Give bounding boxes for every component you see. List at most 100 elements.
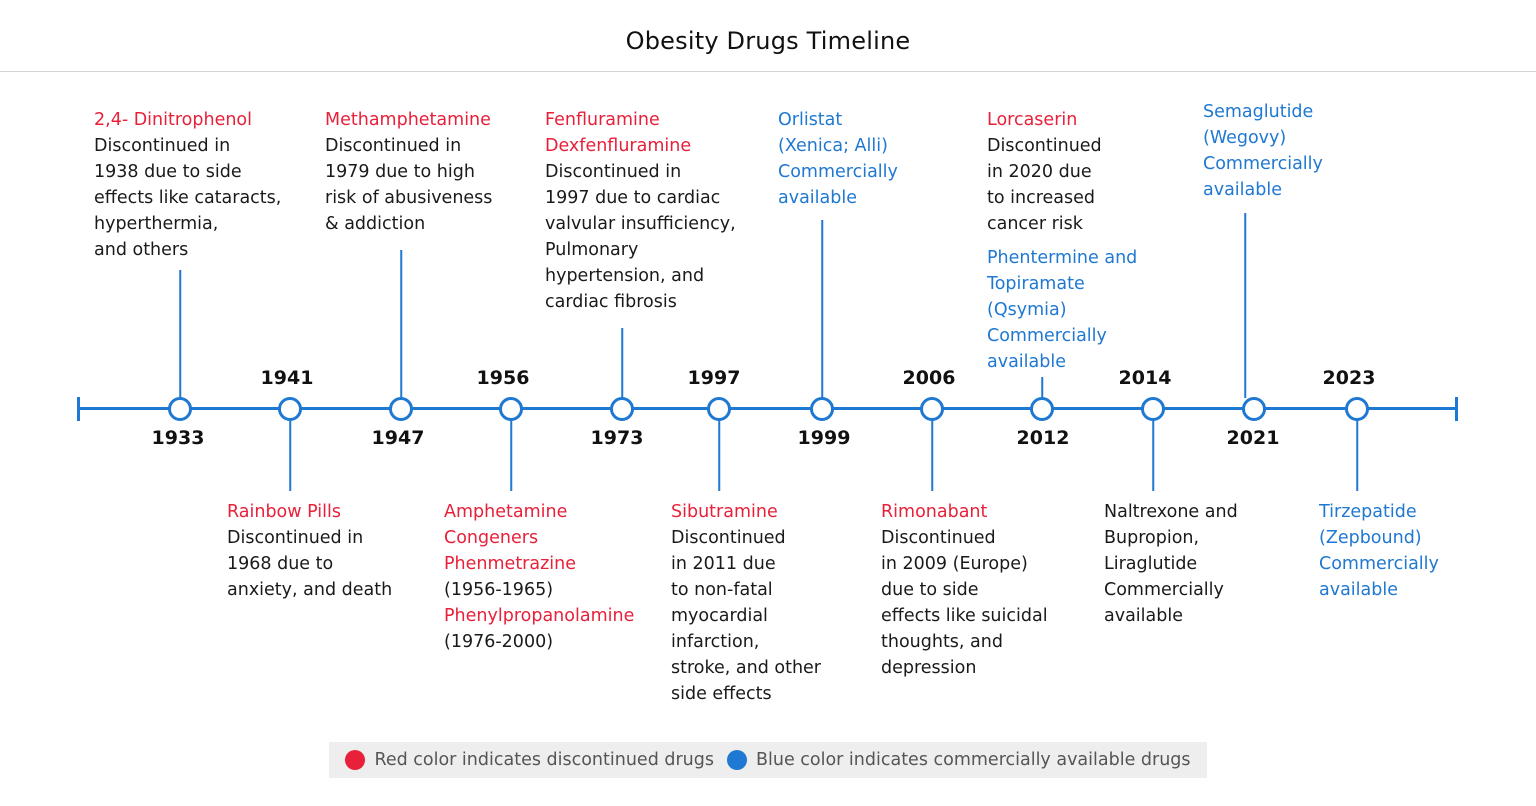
timeline-node-1999 — [810, 397, 834, 421]
event-line: 2,4- Dinitrophenol — [94, 110, 253, 130]
connector-2023 — [1356, 418, 1358, 491]
page-title: Obesity Drugs Timeline — [625, 27, 911, 55]
event-2014: Naltrexone and Bupropion, Liraglutide Comme… — [1104, 499, 1238, 629]
event-line: Commercially — [1104, 580, 1224, 600]
event-line: & addiction — [325, 214, 426, 234]
event-1947: Methamphetamine Discontinued in 1979 due t… — [325, 107, 492, 237]
event-line: Semaglutide — [1203, 102, 1314, 122]
event-line: Commercially — [1203, 154, 1323, 174]
year-label-1999: 1999 — [797, 427, 851, 449]
event-line: hypertension, and — [545, 266, 705, 286]
event-line: available — [1319, 580, 1398, 600]
event-line: cancer risk — [987, 214, 1083, 234]
event-line: Commercially — [1319, 554, 1439, 574]
event-line: Orlistat — [778, 110, 843, 130]
event-line: Phenmetrazine — [444, 554, 577, 574]
event-line: Rimonabant — [881, 502, 988, 522]
event-line: Discontinued — [881, 528, 996, 548]
event-line: (1976-2000) — [444, 632, 554, 652]
event-line: (1956-1965) — [444, 580, 554, 600]
event-line: Liraglutide — [1104, 554, 1198, 574]
event-1941: Rainbow Pills Discontinued in 1968 due to a… — [227, 499, 392, 603]
event-line: cardiac fibrosis — [545, 292, 677, 312]
event-line: Pulmonary — [545, 240, 639, 260]
event-line: Dexfenfluramine — [545, 136, 692, 156]
event-line: Fenfluramine — [545, 110, 660, 130]
event-1956: Amphetamine Congeners Phenmetrazine (1956-1… — [444, 499, 634, 655]
event-line: Rainbow Pills — [227, 502, 342, 522]
year-label-1933: 1933 — [151, 427, 205, 449]
event-line: Methamphetamine — [325, 110, 491, 130]
timeline-node-1941 — [278, 397, 302, 421]
legend-label-available: Blue color indicates commercially availa… — [755, 750, 1191, 770]
event-line: (Qsymia) — [987, 300, 1067, 320]
event-line: and others — [94, 240, 189, 260]
event-line: in 2011 due — [671, 554, 776, 574]
event-line: Naltrexone and — [1104, 502, 1238, 522]
event-line: Discontinued — [987, 136, 1102, 156]
event-2021: Semaglutide (Wegovy) Commercially available — [1203, 99, 1323, 203]
event-1933: 2,4- Dinitrophenol Discontinued in 1938 du… — [94, 107, 281, 263]
event-line: (Wegovy) — [1203, 128, 1287, 148]
timeline-node-1947 — [389, 397, 413, 421]
axis-start-cap — [77, 397, 80, 421]
year-label-2006: 2006 — [902, 367, 956, 389]
event-line: stroke, and other — [671, 658, 822, 678]
event-line: (Zepbound) — [1319, 528, 1422, 548]
event-line: Discontinued in — [325, 136, 462, 156]
event-line: 1997 due to cardiac — [545, 188, 721, 208]
event-line: Lorcaserin — [987, 110, 1078, 130]
event-1999: Orlistat (Xenica; Alli) Commercially availa… — [778, 107, 898, 211]
year-label-2014: 2014 — [1118, 367, 1172, 389]
timeline-node-1997 — [707, 397, 731, 421]
connector-1956 — [510, 418, 512, 491]
event-line: risk of abusiveness — [325, 188, 493, 208]
legend-item-discontinued: Red color indicates discontinued drugs — [345, 750, 714, 770]
event-1973: Fenfluramine Dexfenfluramine Discontinued … — [545, 107, 736, 315]
connector-1997 — [718, 418, 720, 491]
event-line: Amphetamine — [444, 502, 568, 522]
event-line: Phentermine and — [987, 248, 1138, 268]
connector-1933 — [179, 270, 181, 398]
event-1997: Sibutramine Discontinued in 2011 due to non… — [671, 499, 821, 707]
event-line: to non-fatal — [671, 580, 773, 600]
event-line: hyperthermia, — [94, 214, 219, 234]
event-line: available — [1104, 606, 1183, 626]
year-label-1973: 1973 — [590, 427, 644, 449]
event-line: infarction, — [671, 632, 760, 652]
title-divider — [0, 71, 1536, 72]
event-line: 1979 due to high — [325, 162, 475, 182]
event-line: 1968 due to — [227, 554, 334, 574]
event-line: Sibutramine — [671, 502, 778, 522]
connector-1999 — [821, 220, 823, 398]
event-2023: Tirzepatide (Zepbound) Commercially availab… — [1319, 499, 1439, 603]
connector-1973 — [621, 328, 623, 398]
event-line: available — [987, 352, 1066, 372]
event-line: Discontinued in — [94, 136, 231, 156]
event-line: depression — [881, 658, 977, 678]
event-line: side effects — [671, 684, 772, 704]
year-label-2021: 2021 — [1226, 427, 1280, 449]
legend-item-available: Blue color indicates commercially availa… — [726, 750, 1191, 770]
timeline-node-2021 — [1242, 397, 1266, 421]
event-line: Discontinued in — [227, 528, 364, 548]
year-label-1997: 1997 — [687, 367, 741, 389]
timeline-node-1933 — [168, 397, 192, 421]
connector-2012 — [1041, 377, 1043, 398]
event-line: thoughts, and — [881, 632, 1003, 652]
timeline-node-2012 — [1030, 397, 1054, 421]
event-line: 1938 due to side — [94, 162, 242, 182]
event-line: in 2009 (Europe) — [881, 554, 1028, 574]
year-label-1941: 1941 — [260, 367, 314, 389]
red-dot-icon — [345, 750, 366, 770]
event-line: Topiramate — [987, 274, 1085, 294]
legend: Red color indicates discontinued drugs B… — [329, 742, 1207, 778]
event-line: available — [1203, 180, 1282, 200]
connector-2014 — [1152, 418, 1154, 491]
event-line: Bupropion, — [1104, 528, 1200, 548]
timeline-axis — [79, 407, 1458, 410]
event-line: Tirzepatide — [1319, 502, 1417, 522]
event-line: Discontinued in — [545, 162, 682, 182]
timeline-node-2023 — [1345, 397, 1369, 421]
event-line: due to side — [881, 580, 979, 600]
